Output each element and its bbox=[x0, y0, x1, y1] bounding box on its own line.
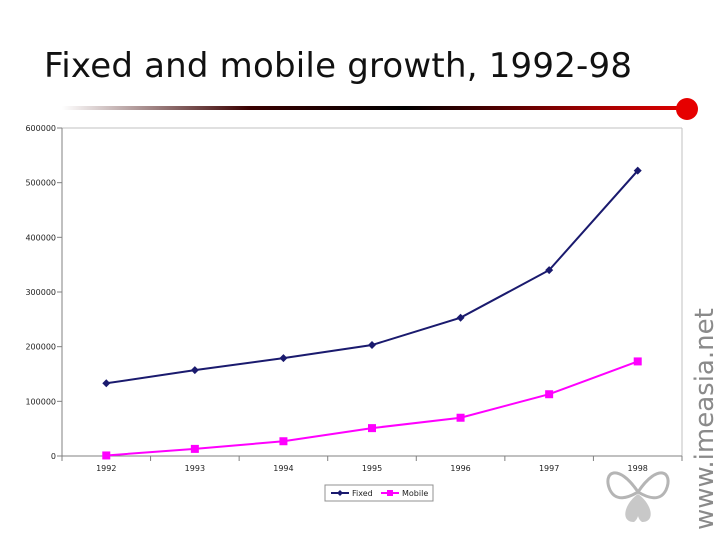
x-tick-label: 1993 bbox=[185, 464, 205, 473]
series-line-mobile bbox=[106, 360, 639, 457]
data-point-mobile bbox=[279, 437, 288, 446]
slide-title: Fixed and mobile growth, 1992-98 bbox=[44, 46, 633, 86]
y-tick-label: 100000 bbox=[25, 397, 56, 406]
data-point-mobile bbox=[545, 390, 554, 399]
legend-marker-mobile bbox=[387, 490, 393, 496]
y-tick-label: 600000 bbox=[25, 124, 56, 133]
legend-marker-fixed bbox=[337, 490, 343, 496]
legend-label-fixed: Fixed bbox=[352, 489, 373, 498]
x-tick-label: 1992 bbox=[96, 464, 116, 473]
x-tick-label: 1998 bbox=[628, 464, 648, 473]
x-tick-label: 1997 bbox=[539, 464, 559, 473]
data-point-fixed bbox=[368, 341, 376, 350]
data-point-mobile bbox=[633, 357, 642, 366]
y-tick-label: 200000 bbox=[25, 343, 56, 352]
data-point-fixed bbox=[545, 266, 554, 275]
legend-box bbox=[324, 484, 434, 502]
title-underline bbox=[62, 106, 686, 110]
x-tick-label: 1994 bbox=[273, 464, 293, 473]
data-point-fixed bbox=[279, 354, 288, 363]
data-point-mobile bbox=[190, 444, 199, 453]
data-point-fixed bbox=[633, 166, 642, 175]
data-point-mobile bbox=[456, 413, 465, 422]
x-tick-label: 1995 bbox=[362, 464, 382, 473]
legend-label-mobile: Mobile bbox=[402, 489, 428, 498]
y-tick-label: 400000 bbox=[25, 233, 56, 242]
series-line-fixed bbox=[106, 169, 639, 385]
x-tick-label: 1996 bbox=[450, 464, 470, 473]
data-point-fixed bbox=[456, 313, 465, 322]
data-point-mobile bbox=[102, 451, 111, 460]
y-tick-label: 500000 bbox=[25, 179, 56, 188]
data-point-mobile bbox=[368, 424, 376, 433]
y-tick-label: 0 bbox=[51, 452, 56, 461]
data-point-fixed bbox=[102, 379, 111, 388]
data-point-fixed bbox=[190, 366, 199, 375]
title-accent-dot bbox=[676, 98, 698, 120]
y-tick-label: 300000 bbox=[25, 288, 56, 297]
butterfly-logo-icon bbox=[606, 471, 670, 522]
website-watermark: www.imeasia.net bbox=[690, 308, 720, 530]
